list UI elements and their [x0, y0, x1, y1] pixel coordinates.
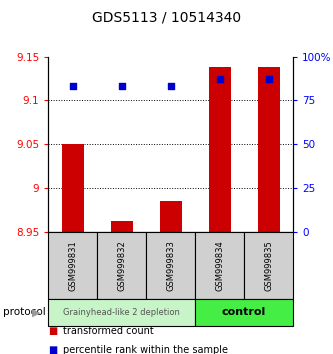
- Text: GSM999833: GSM999833: [166, 240, 175, 291]
- Text: transformed count: transformed count: [63, 326, 154, 336]
- Point: [217, 76, 222, 82]
- Point: [119, 84, 125, 89]
- Bar: [160, 201, 182, 232]
- Text: ■: ■: [48, 346, 58, 354]
- Point: [168, 84, 173, 89]
- Text: GSM999831: GSM999831: [68, 240, 77, 291]
- Text: GDS5113 / 10514340: GDS5113 / 10514340: [92, 11, 241, 25]
- Text: GSM999835: GSM999835: [264, 240, 273, 291]
- Bar: [62, 144, 84, 232]
- Bar: [257, 67, 280, 232]
- Bar: [195, 299, 293, 326]
- Bar: [48, 232, 97, 299]
- Text: protocol: protocol: [3, 307, 46, 318]
- Point: [70, 84, 76, 89]
- Bar: [208, 67, 231, 232]
- Text: ■: ■: [48, 326, 58, 336]
- Text: GSM999834: GSM999834: [215, 240, 224, 291]
- Text: control: control: [222, 307, 266, 318]
- Bar: [195, 232, 244, 299]
- Bar: [48, 299, 195, 326]
- Bar: [146, 232, 195, 299]
- Text: ▶: ▶: [32, 307, 40, 318]
- Text: Grainyhead-like 2 depletion: Grainyhead-like 2 depletion: [63, 308, 180, 317]
- Bar: [244, 232, 293, 299]
- Text: GSM999832: GSM999832: [117, 240, 126, 291]
- Point: [266, 76, 271, 82]
- Bar: [111, 221, 133, 232]
- Text: percentile rank within the sample: percentile rank within the sample: [63, 346, 228, 354]
- Bar: [97, 232, 146, 299]
